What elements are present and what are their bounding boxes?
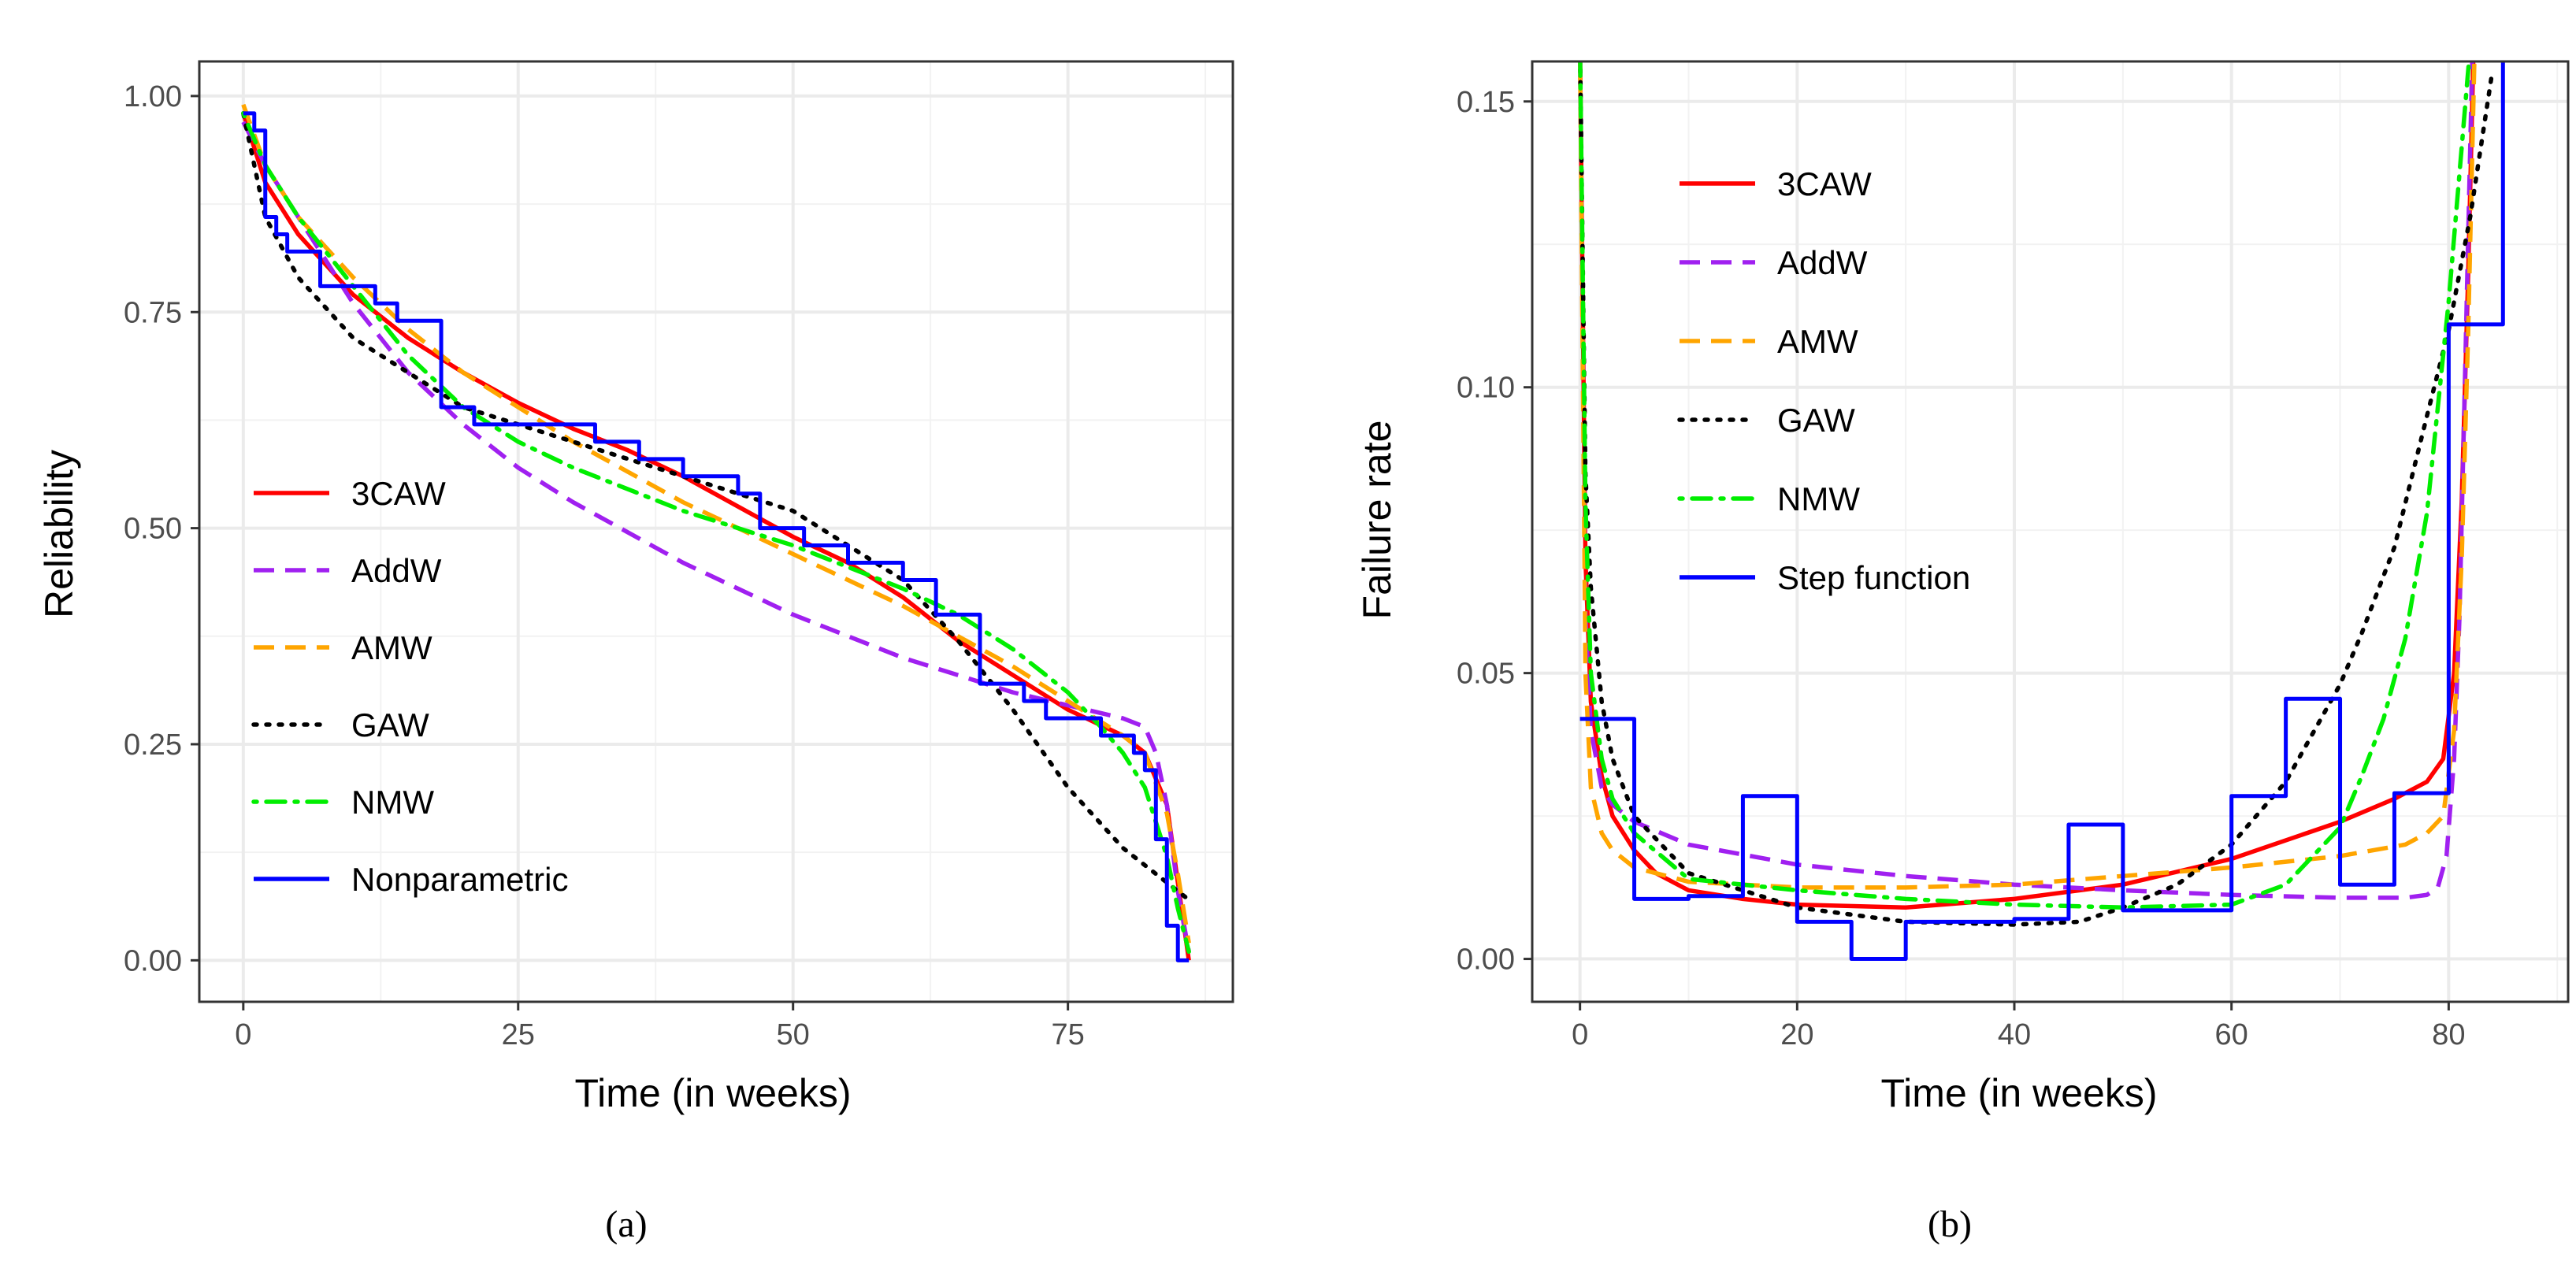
panel-b-ylabel: Failure rate	[1355, 421, 1399, 620]
series-line-addw	[241, 120, 1191, 952]
panel-b-grid	[1532, 61, 2568, 1002]
x-tick-label: 75	[1051, 1018, 1084, 1051]
panel-a-grid	[199, 61, 1233, 1002]
series-line-gaw	[1578, 61, 2495, 927]
legend-label: 3CAW	[1777, 165, 1872, 202]
y-tick-label: 1.00	[124, 80, 182, 113]
panel-a-border	[198, 60, 1234, 1003]
y-tick-label: 0.75	[124, 296, 182, 329]
panel-a-series	[241, 103, 1191, 962]
chart-panel-a: Time (in weeks) Reliability (a) 0 25 50 75 0…	[37, 60, 1234, 1245]
legend-label: GAW	[351, 706, 429, 743]
series-line-step-function	[1579, 61, 2505, 962]
x-tick-label: 60	[2215, 1018, 2248, 1051]
legend-label: GAW	[1777, 402, 1855, 439]
series-line-nonparametric	[243, 111, 1190, 962]
x-tick-label: 50	[777, 1018, 810, 1051]
x-tick-label: 40	[1998, 1018, 2031, 1051]
series-line-addw	[1578, 61, 2474, 900]
panel-a-ylabel: Reliability	[37, 450, 81, 618]
series-line-3caw	[241, 113, 1191, 961]
y-tick-label: 0.10	[1457, 372, 1515, 405]
legend-label: Nonparametric	[351, 861, 568, 898]
panel-a-xlabel: Time (in weeks)	[575, 1071, 852, 1115]
panel-a-legend: 3CAW AddW AMW GAW NMW Nonparametric	[251, 475, 568, 898]
legend-label: NMW	[351, 784, 434, 821]
panel-b-series	[1578, 61, 2505, 962]
legend-label: Step function	[1777, 559, 1970, 596]
panel-b-border	[1531, 60, 2570, 1003]
legend-label: AMW	[1777, 323, 1858, 360]
y-tick-label: 0.15	[1457, 86, 1515, 119]
x-tick-label: 0	[1572, 1018, 1588, 1051]
x-tick-label: 25	[502, 1018, 535, 1051]
x-tick-label: 20	[1780, 1018, 1813, 1051]
legend-label: AddW	[351, 552, 442, 589]
legend-label: AMW	[351, 629, 432, 666]
panel-b-caption: (b)	[1928, 1203, 1972, 1245]
y-tick-label: 0.50	[124, 513, 182, 546]
series-line-nmw	[241, 111, 1191, 955]
y-tick-label: 0.00	[124, 944, 182, 977]
legend-label: 3CAW	[351, 475, 446, 512]
chart-panel-b: Time (in weeks) Failure rate (b) 0 20 40 60…	[1355, 60, 2570, 1245]
panel-b-xlabel: Time (in weeks)	[1881, 1071, 2158, 1115]
series-line-nmw	[1578, 61, 2471, 910]
y-tick-label: 0.00	[1457, 944, 1515, 977]
series-line-gaw	[241, 111, 1191, 903]
y-tick-label: 0.05	[1457, 658, 1515, 691]
legend-label: AddW	[1777, 244, 1868, 281]
panel-b-legend: 3CAW AddW AMW GAW NMW Step function	[1677, 165, 1970, 596]
legend-label: NMW	[1777, 480, 1860, 517]
x-tick-label: 80	[2432, 1018, 2465, 1051]
x-tick-label: 0	[235, 1018, 251, 1051]
panel-a-caption: (a)	[605, 1203, 647, 1245]
y-tick-label: 0.25	[124, 729, 182, 762]
